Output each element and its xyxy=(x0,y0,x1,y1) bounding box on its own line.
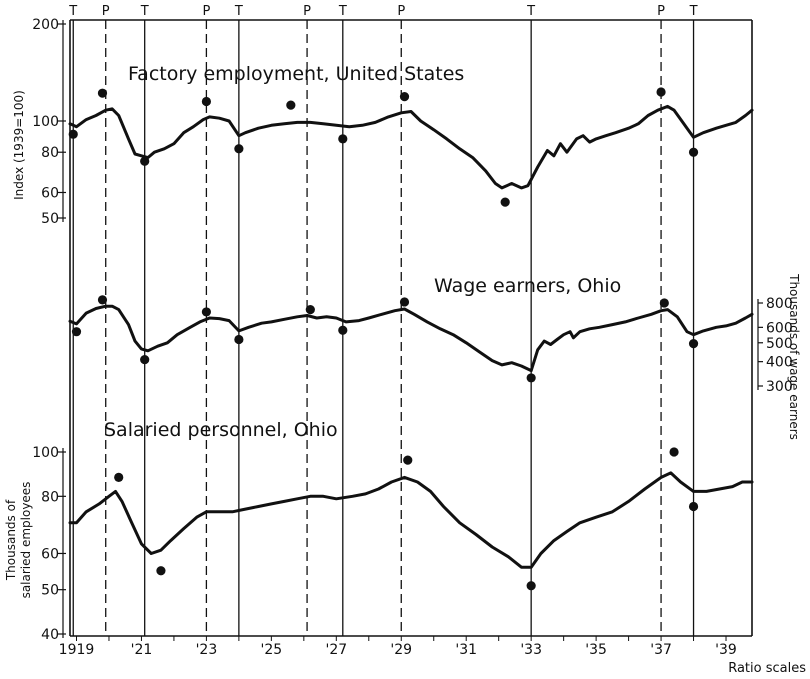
y-tick-label-factory: 60 xyxy=(41,185,59,201)
x-tick-label: '35 xyxy=(585,642,607,658)
y-tick-label-wage: 800 xyxy=(766,296,793,312)
x-axis: 1919 '21 '23 '25 '27 '29 '31 '33 '35 '37 '39 xyxy=(59,635,752,658)
y-tick-label-wage: 500 xyxy=(766,336,793,352)
y-axis-label-salaried-line2: salaried employees xyxy=(19,482,33,599)
turning-label: P xyxy=(202,4,210,19)
y-tick-label-salaried: 80 xyxy=(41,489,59,505)
data-dot-wage xyxy=(688,339,699,349)
series-line-salaried xyxy=(68,471,754,569)
data-dot-factory xyxy=(656,87,666,97)
x-tick-label: '39 xyxy=(715,642,737,658)
turning-label: P xyxy=(102,4,110,19)
y-tick-label-salaried: 60 xyxy=(41,546,59,562)
y-tick-label-salaried: 50 xyxy=(41,583,59,599)
data-dot-salaried xyxy=(688,501,699,512)
x-tick-label: '21 xyxy=(131,642,153,658)
data-dot-wage xyxy=(201,307,211,317)
panel-title-wage: Wage earners, Ohio xyxy=(434,275,621,297)
turning-label: T xyxy=(68,4,77,19)
turning-label: T xyxy=(140,4,149,19)
data-dot-factory xyxy=(97,88,108,98)
series-line-wage xyxy=(68,304,754,373)
y-tick-label-salaried: 100 xyxy=(32,445,59,461)
x-tick-label: '33 xyxy=(520,642,542,658)
data-dot-salaried xyxy=(114,472,124,482)
x-tick-label: '27 xyxy=(325,642,347,658)
y-tick-label-factory: 80 xyxy=(41,145,59,161)
y-axis-label-factory: Index (1939=100) xyxy=(12,90,26,200)
data-dot-factory xyxy=(286,100,296,110)
y-tick-label-salaried: 40 xyxy=(41,627,59,643)
data-dot-factory xyxy=(201,96,211,107)
data-dot-wage xyxy=(97,295,108,305)
x-tick-label: '37 xyxy=(650,642,672,658)
data-dot-wage xyxy=(305,304,315,315)
turning-label: T xyxy=(338,4,347,19)
series-line-factory xyxy=(68,104,754,190)
data-dot-factory xyxy=(500,197,510,207)
data-dot-salaried xyxy=(669,447,679,457)
data-dot-wage xyxy=(71,327,82,337)
data-dot-factory xyxy=(68,129,78,139)
turning-label: T xyxy=(526,4,535,19)
data-dot-factory xyxy=(399,92,410,102)
data-dot-salaried xyxy=(526,581,536,591)
turning-label: T xyxy=(234,4,243,19)
data-dot-factory xyxy=(688,147,699,157)
panel-title-factory: Factory employment, United States xyxy=(128,63,464,85)
data-dot-wage xyxy=(659,298,669,308)
data-dot-salaried xyxy=(403,455,413,465)
y-axis-label-wage: Thousands of wage earners xyxy=(787,273,801,440)
y-tick-label-factory: 100 xyxy=(32,114,59,130)
turning-label: T xyxy=(689,4,698,19)
data-dot-factory xyxy=(234,144,244,154)
data-dot-wage xyxy=(399,297,410,307)
y-tick-label-wage: 600 xyxy=(766,320,793,336)
turning-label: P xyxy=(303,4,311,19)
y-tick-label-factory: 50 xyxy=(41,211,59,227)
x-tick-label: '31 xyxy=(455,642,477,658)
ratio-scales-note: Ratio scales xyxy=(728,661,806,676)
data-dot-wage xyxy=(526,373,536,383)
data-dot-factory xyxy=(338,134,348,144)
turning-label: P xyxy=(657,4,665,19)
data-dot-wage xyxy=(140,354,150,365)
data-dot-wage xyxy=(234,334,244,345)
panel-title-salaried: Salaried personnel, Ohio xyxy=(104,419,338,441)
data-dot-salaried xyxy=(156,566,166,576)
y-axis-label-salaried-line1: Thousands of xyxy=(4,499,18,581)
x-tick-label: '25 xyxy=(261,642,283,658)
data-dot-factory xyxy=(140,156,150,166)
y-tick-label-factory: 200 xyxy=(32,17,59,33)
panel-series xyxy=(68,104,754,569)
x-tick-label: '29 xyxy=(390,642,412,658)
turning-label: P xyxy=(397,4,405,19)
data-dot-wage xyxy=(338,325,348,335)
y-tick-label-wage: 400 xyxy=(766,355,793,371)
panel-dots xyxy=(68,87,699,591)
y-tick-label-wage: 300 xyxy=(766,379,793,395)
x-tick-label: 1919 xyxy=(59,642,95,658)
x-tick-label: '23 xyxy=(196,642,218,658)
